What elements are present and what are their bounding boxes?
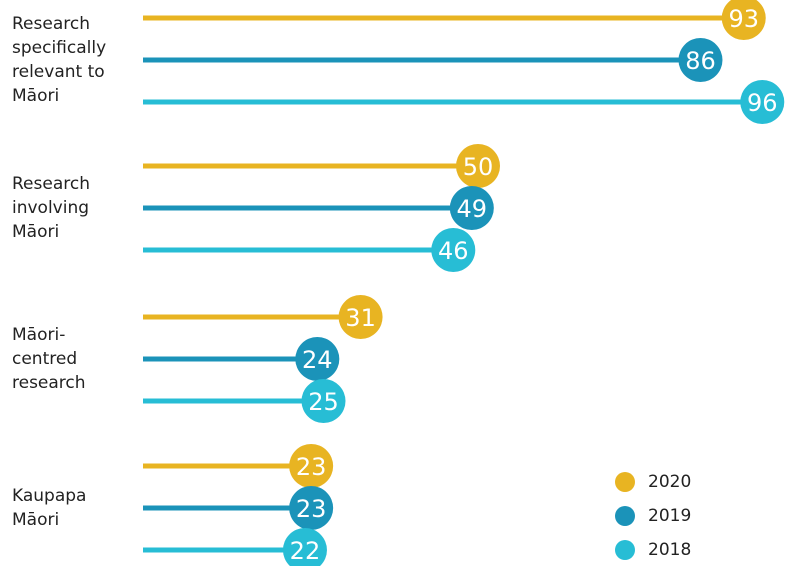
value-label: 31 [345,304,376,332]
legend-swatch [615,540,635,560]
dot [282,528,327,566]
legend-label: 2020 [648,472,691,492]
value-label: 46 [438,237,469,265]
dot [740,80,785,124]
dot [289,486,334,530]
value-label: 22 [290,537,321,565]
value-label: 23 [296,453,327,481]
dot [431,228,476,272]
category-label: Research involving Māori [12,174,90,242]
dot [456,144,500,188]
legend-label: 2018 [648,540,691,560]
dot [301,379,346,423]
value-label: 50 [463,153,494,181]
value-label: 86 [685,47,716,75]
dot [449,186,494,230]
value-label: 49 [457,195,488,223]
dot [338,295,383,339]
value-label: 25 [308,388,339,416]
legend-swatch [615,472,635,492]
category-label: Research specifically relevant to Māori [12,14,107,106]
dot [289,444,334,488]
value-label: 23 [296,495,327,523]
category-label: Māori-centred research [12,325,86,393]
legend-swatch [615,506,635,526]
value-label: 24 [302,346,333,374]
dot [295,337,340,381]
category-label: Kaupapa Māori [12,486,87,530]
value-label: 93 [728,5,759,33]
dot [678,38,723,82]
value-label: 96 [747,89,778,117]
dot [721,0,766,40]
legend-label: 2019 [648,506,691,526]
